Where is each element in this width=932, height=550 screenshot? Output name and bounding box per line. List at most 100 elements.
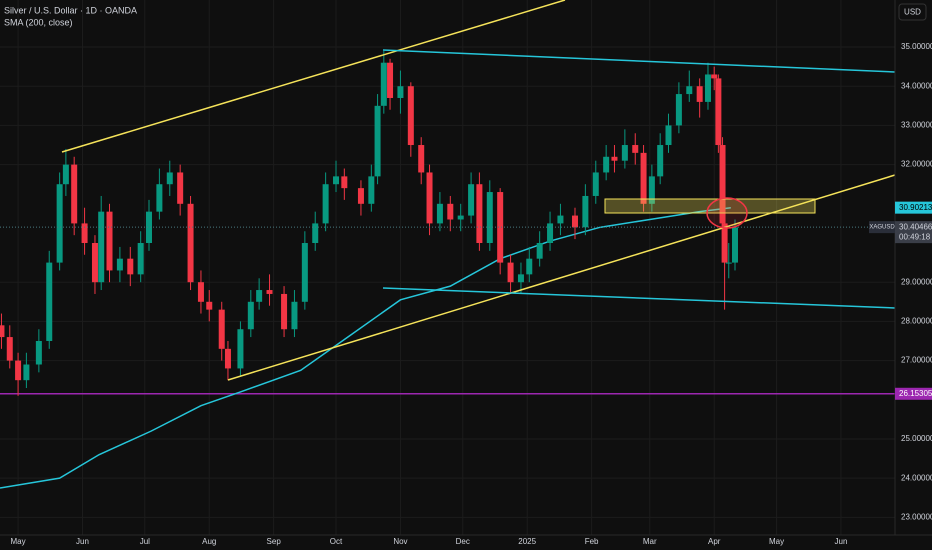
x-tick-label: Oct xyxy=(330,537,343,546)
trend-line xyxy=(61,0,566,153)
candle-body xyxy=(547,223,554,244)
candle-body xyxy=(218,309,225,349)
x-tick-label: Feb xyxy=(585,537,599,546)
candle-body xyxy=(98,211,105,283)
candle-body xyxy=(357,188,364,204)
last-price-box xyxy=(895,221,932,244)
candle-body xyxy=(457,215,464,220)
candle-body xyxy=(341,176,348,189)
candle-body xyxy=(721,223,728,263)
candle-body xyxy=(517,274,524,283)
sma-price-label: 30.90213 xyxy=(899,203,932,212)
y-tick-label: 32.00000 xyxy=(901,160,932,169)
x-tick-label: Jun xyxy=(835,537,848,546)
candle-body xyxy=(719,145,726,224)
plot xyxy=(0,50,895,489)
candle-body xyxy=(397,86,404,98)
candle-body xyxy=(166,172,173,185)
y-tick-label: 24.00000 xyxy=(901,473,932,482)
candle-body xyxy=(374,105,381,177)
candle-body xyxy=(731,227,738,263)
y-tick-label: 29.00000 xyxy=(901,277,932,286)
candle-body xyxy=(696,86,703,102)
candle-body xyxy=(266,290,273,294)
candle-body xyxy=(611,156,618,161)
candle-body xyxy=(177,172,184,204)
y-tick-label: 33.00000 xyxy=(901,121,932,130)
candle-body xyxy=(426,172,433,224)
symbol-box xyxy=(869,221,895,234)
sma-line xyxy=(0,206,731,489)
grid xyxy=(0,0,895,535)
candle-body xyxy=(46,262,53,341)
countdown-label: 00:49:18 xyxy=(899,232,931,241)
last-price-label: 30.40466 xyxy=(899,222,932,231)
drawings xyxy=(61,0,896,381)
candle-body xyxy=(206,301,213,310)
candle-body xyxy=(715,78,722,146)
x-tick-label: 2025 xyxy=(518,537,536,546)
x-tick-label: May xyxy=(11,537,26,546)
candle-body xyxy=(447,203,454,220)
candle-body xyxy=(632,145,639,153)
candle-body xyxy=(6,337,13,361)
level-price-box xyxy=(895,387,932,400)
candle-body xyxy=(224,348,231,369)
candle-body xyxy=(187,203,194,283)
candle-body xyxy=(380,62,387,106)
candle-body xyxy=(557,215,564,224)
candle-body xyxy=(640,152,647,204)
candle-body xyxy=(468,184,475,216)
candle-body xyxy=(116,258,123,271)
x-tick-label: Mar xyxy=(643,537,657,546)
candle-body xyxy=(91,243,98,283)
y-tick-label: 35.00000 xyxy=(901,42,932,51)
currency-box[interactable] xyxy=(898,3,927,21)
x-tick-label: Aug xyxy=(202,537,216,546)
candle-body xyxy=(603,156,610,173)
candle-body xyxy=(301,243,308,302)
candle-body xyxy=(127,258,134,275)
candle-body xyxy=(476,184,483,244)
candle-body xyxy=(486,192,493,244)
candle-body xyxy=(156,184,163,212)
candle-body xyxy=(106,211,113,271)
candle-body xyxy=(62,164,69,185)
candle-body xyxy=(536,243,543,259)
candle-body xyxy=(704,74,711,102)
candle-body xyxy=(675,94,682,126)
trend-line xyxy=(382,287,896,309)
x-tick-label: Jun xyxy=(76,537,89,546)
candle-body xyxy=(407,86,414,146)
y-tick-label: 28.00000 xyxy=(901,317,932,326)
y-tick-label: 27.00000 xyxy=(901,356,932,365)
x-tick-label: Jul xyxy=(140,537,150,546)
candle-body xyxy=(291,301,298,330)
candle-body xyxy=(387,62,394,98)
candle-body xyxy=(256,290,263,302)
trend-line xyxy=(227,174,896,381)
candle-body xyxy=(592,172,599,196)
candle-body xyxy=(333,176,340,185)
candle-body xyxy=(665,125,672,146)
sma-price-box xyxy=(895,201,932,214)
candle-body xyxy=(137,243,144,275)
x-tick-label: Nov xyxy=(393,537,407,546)
candle-body xyxy=(582,195,589,228)
candle-body xyxy=(507,262,514,283)
candle-body xyxy=(197,282,204,302)
candle-body xyxy=(648,176,655,204)
candle-body xyxy=(81,223,88,244)
candle-body xyxy=(571,215,578,228)
candle-body xyxy=(71,164,78,224)
y-tick-label: 34.00000 xyxy=(901,81,932,90)
x-tick-label: Apr xyxy=(708,537,721,546)
symbol-label: XAGUSD xyxy=(869,225,895,231)
candle-body xyxy=(418,145,425,173)
chart-title: Silver / U.S. Dollar · 1D · OANDA xyxy=(4,5,137,15)
candle-body xyxy=(0,325,5,338)
x-tick-label: Dec xyxy=(456,537,470,546)
x-tick-label: Sep xyxy=(267,537,282,546)
